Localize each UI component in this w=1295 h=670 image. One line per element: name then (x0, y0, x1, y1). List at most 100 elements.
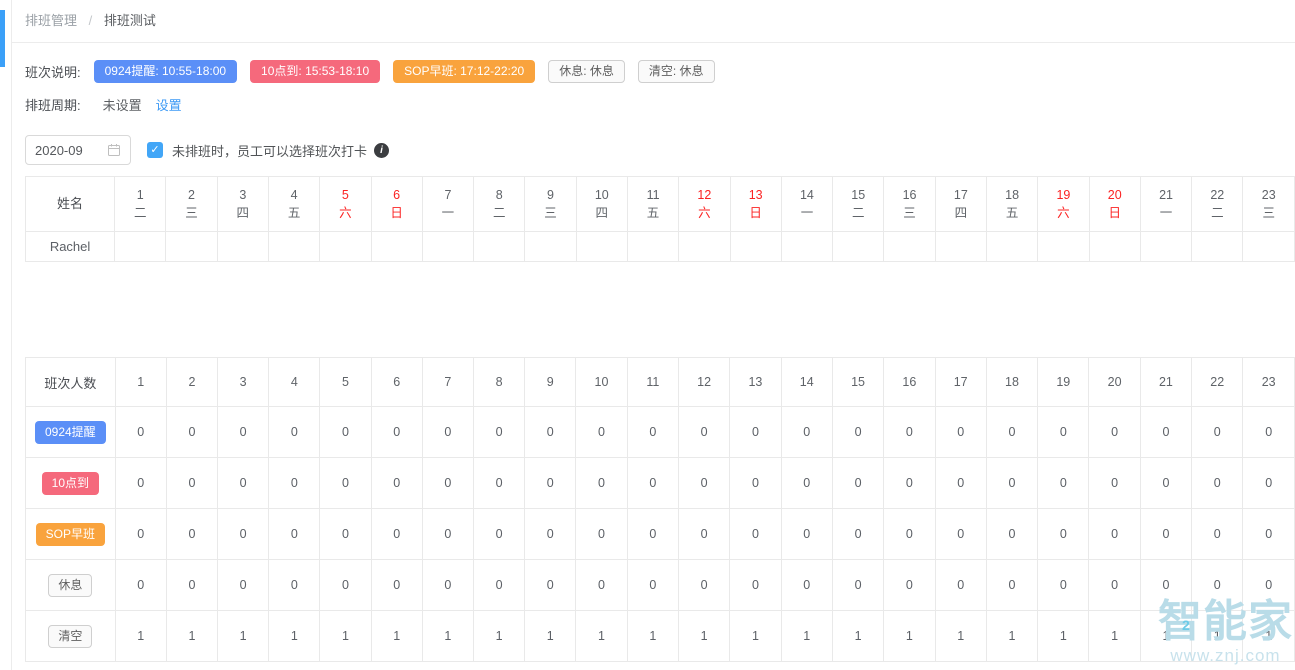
schedule-day-cell[interactable] (832, 231, 885, 262)
shift-count-cell: 0 (1088, 406, 1141, 458)
allow-punch-checkbox[interactable] (147, 142, 163, 158)
day-header: 11 五 (626, 176, 680, 232)
shift-count-cell: 0 (114, 559, 167, 611)
schedule-day-cell[interactable] (1088, 231, 1141, 262)
count-day-header: 16 (883, 357, 936, 407)
shift-count-table-wrap: 班次人数 1 2 3 4 5 6 7 8 9 10 11 12 13 14 15 16 17 18 19 20 21 22 2… (25, 357, 1295, 662)
schedule-day-cell[interactable] (216, 231, 269, 262)
shift-count-cell: 0 (831, 559, 885, 611)
schedule-day-cell[interactable] (114, 231, 167, 262)
shift-count-cell: 0 (319, 406, 372, 458)
shift-count-cell: 0 (575, 508, 628, 560)
shift-count-cell: 0 (985, 559, 1039, 611)
employee-name: Rachel (25, 231, 116, 262)
day-header: 17 四 (934, 176, 987, 232)
month-picker[interactable]: 2020-09 (25, 135, 131, 165)
schedule-day-cell[interactable] (1242, 231, 1295, 262)
day-header: 15 二 (832, 176, 885, 232)
shift-count-cell: 0 (472, 457, 526, 509)
shift-count-cell: 0 (831, 406, 885, 458)
shift-count-cell: 1 (268, 610, 321, 662)
shift-count-cell: 1 (729, 610, 782, 662)
shift-count-cell: 0 (319, 508, 372, 560)
schedule-day-cell[interactable] (934, 231, 987, 262)
shift-count-cell: 0 (729, 559, 782, 611)
shift-row-label-cell: 休息 (25, 559, 116, 611)
shift-count-cell: 1 (319, 610, 372, 662)
schedule-day-cell[interactable] (1191, 231, 1244, 262)
shift-count-cell: 1 (831, 610, 885, 662)
day-header: 21 一 (1139, 176, 1193, 232)
shift-count-cell: 0 (1037, 457, 1090, 509)
shift-count-cell: 0 (934, 559, 987, 611)
schedule-day-cell[interactable] (319, 231, 372, 262)
day-header: 10 四 (575, 176, 628, 232)
shift-count-cell: 0 (1242, 559, 1295, 611)
shift-row-label-cell: 10点到 (25, 457, 116, 509)
count-day-header: 18 (985, 357, 1039, 407)
breadcrumb-parent[interactable]: 排班管理 (25, 13, 78, 28)
shift-count-cell: 0 (1139, 508, 1193, 560)
schedule-day-cell[interactable] (626, 231, 680, 262)
shift-count-cell: 0 (421, 406, 474, 458)
schedule-day-cell[interactable] (678, 231, 731, 262)
shift-count-cell: 0 (626, 406, 679, 458)
calendar-icon (107, 143, 121, 157)
schedule-day-cell[interactable] (1037, 231, 1090, 262)
count-day-header: 22 (1191, 357, 1244, 407)
shift-count-cell: 0 (1088, 559, 1141, 611)
info-icon[interactable] (374, 142, 390, 158)
shift-count-cell: 1 (780, 610, 833, 662)
schedule-day-cell[interactable] (575, 231, 628, 262)
shift-count-cell: 1 (1242, 610, 1295, 662)
shift-count-cell: 1 (626, 610, 679, 662)
schedule-day-cell[interactable] (985, 231, 1039, 262)
shift-count-cell: 0 (1139, 457, 1193, 509)
count-day-header: 17 (934, 357, 987, 407)
shift-count-cell: 0 (1037, 406, 1090, 458)
shift-count-cell: 1 (934, 610, 987, 662)
shift-count-row: 清空 1 1 1 1 1 1 1 1 1 1 1 1 1 1 1 1 1 1 1 1 1 1 1 (25, 610, 1295, 662)
shift-badge: 清空: 休息 (637, 60, 715, 83)
shift-count-cell: 0 (268, 508, 321, 560)
schedule-day-cell[interactable] (883, 231, 936, 262)
schedule-day-cell[interactable] (267, 231, 321, 262)
schedule-day-cell[interactable] (780, 231, 834, 262)
shift-count-cell: 0 (626, 508, 679, 560)
shift-count-cell: 0 (524, 559, 577, 611)
shift-count-cell: 1 (1139, 610, 1193, 662)
schedule-day-cell[interactable] (729, 231, 782, 262)
day-header: 19 六 (1037, 176, 1090, 232)
count-day-header: 12 (677, 357, 731, 407)
schedule-day-cell[interactable] (370, 231, 423, 262)
count-day-header: 10 (575, 357, 628, 407)
shift-count-cell: 0 (319, 559, 372, 611)
shift-legend-label: 班次说明: (25, 65, 81, 80)
shift-count-cell: 0 (1139, 559, 1193, 611)
allow-punch-label: 未排班时，员工可以选择班次打卡 (172, 143, 368, 159)
schedule-table: 姓名 1 二 2 三 3 四 4 五 5 六 6 日 7 一 8 二 9 三 10 四 11 五 12 六 13 日 14 一 15 二 16… (25, 176, 1295, 262)
schedule-day-cell[interactable] (165, 231, 218, 262)
schedule-day-cell[interactable] (473, 231, 526, 262)
cycle-label: 排班周期: (25, 98, 81, 113)
shift-count-row: 0924提醒 0 0 0 0 0 0 0 0 0 0 0 0 0 0 0 0 0 0 0 0 0 0 0 (25, 406, 1295, 458)
sidebar-scrollbar-thumb[interactable] (0, 10, 5, 67)
shift-count-cell: 0 (268, 406, 321, 458)
shift-count-cell: 1 (677, 610, 731, 662)
cycle-set-link[interactable]: 设置 (155, 98, 182, 113)
schedule-table-wrap: 姓名 1 二 2 三 3 四 4 五 5 六 6 日 7 一 8 二 9 三 10 四 11 五 12 六 13 日 14 一 15 二 16… (25, 176, 1295, 262)
schedule-day-cell[interactable] (421, 231, 475, 262)
shift-count-cell: 0 (883, 559, 936, 611)
schedule-day-cell[interactable] (524, 231, 577, 262)
shift-count-cell: 0 (729, 406, 782, 458)
schedule-day-cell[interactable] (1139, 231, 1193, 262)
cycle-value: 未设置 (102, 98, 142, 113)
main-content: 排班管理 / 排班测试 班次说明: 0924提醒: 10:55-18:00 10点… (12, 0, 1295, 670)
count-day-header: 4 (268, 357, 321, 407)
shift-count-cell: 0 (883, 457, 936, 509)
count-day-header: 21 (1139, 357, 1193, 407)
shift-count-cell: 0 (268, 559, 321, 611)
